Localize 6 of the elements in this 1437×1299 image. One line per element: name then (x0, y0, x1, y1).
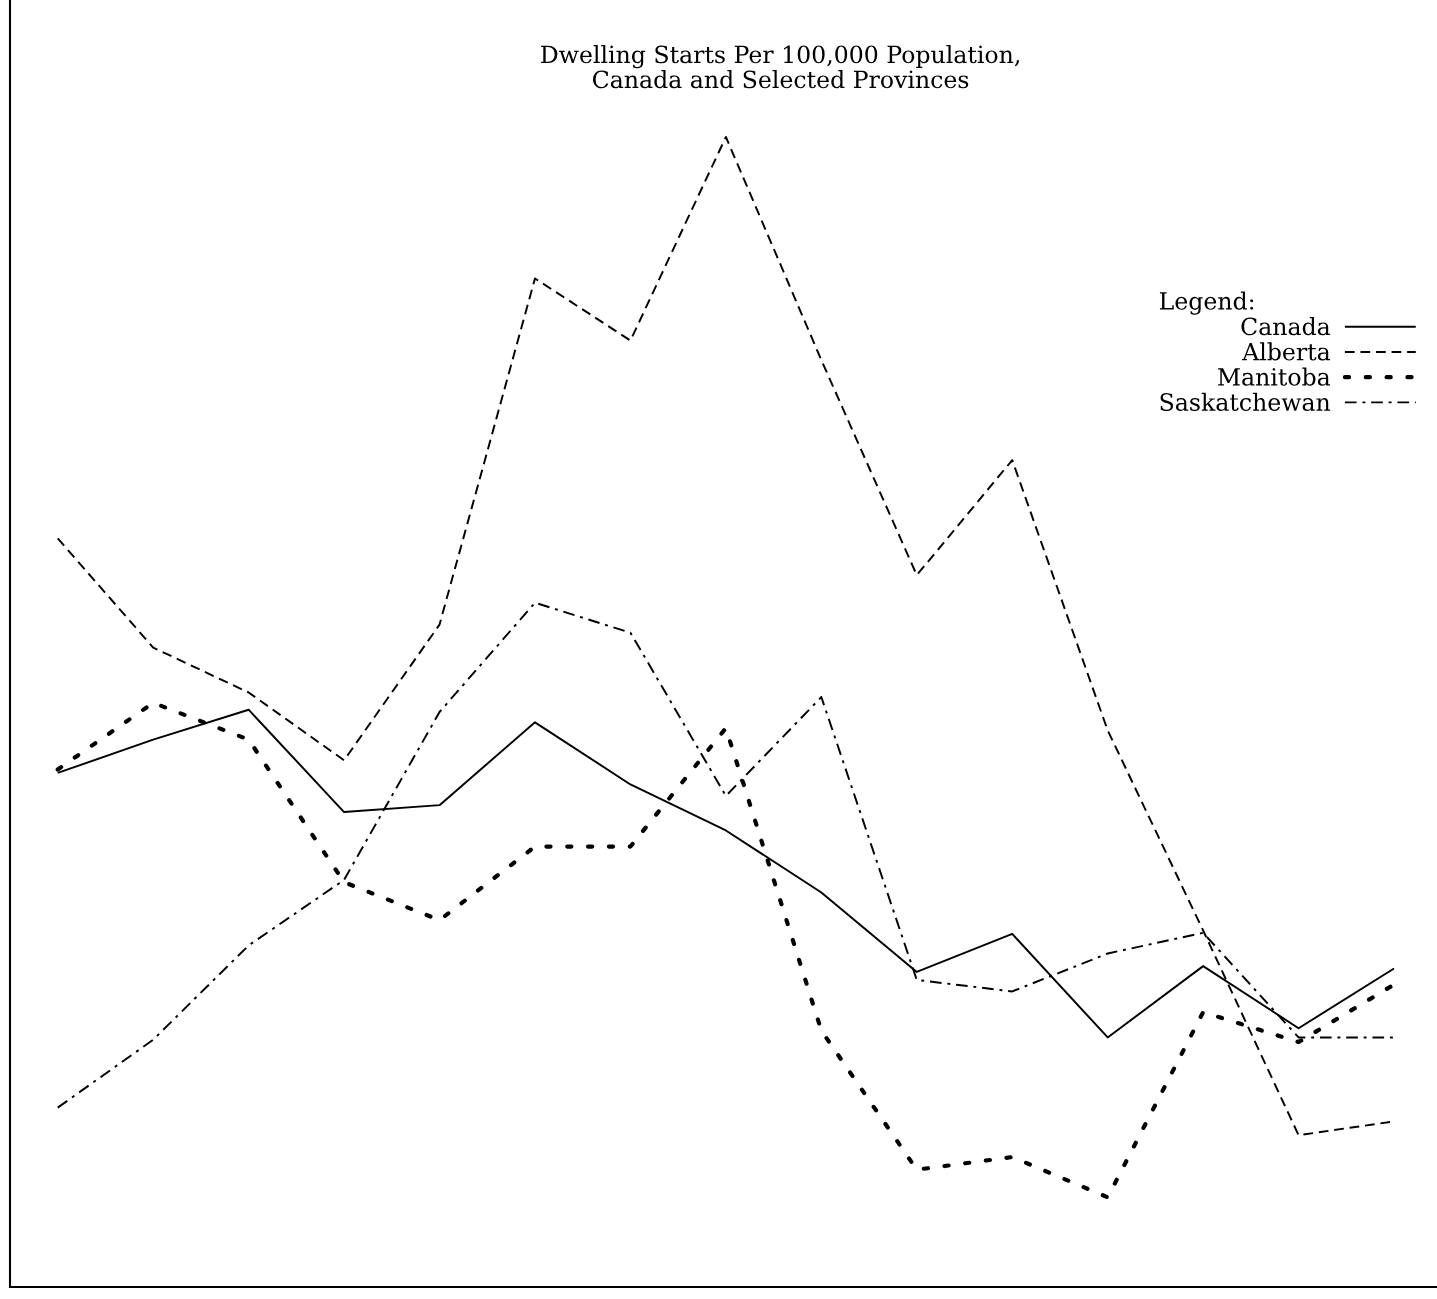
legend-label: Alberta (1242, 342, 1331, 361)
legend-label: Canada (1241, 317, 1331, 336)
legend-label: Manitoba (1218, 367, 1331, 386)
legend-title: Legend: (1159, 291, 1254, 315)
legend-label: Saskatchewan (1160, 392, 1331, 411)
chart-title: Dwelling Starts Per 100,000 Population, Canada and Selected Provinces (541, 45, 1020, 89)
